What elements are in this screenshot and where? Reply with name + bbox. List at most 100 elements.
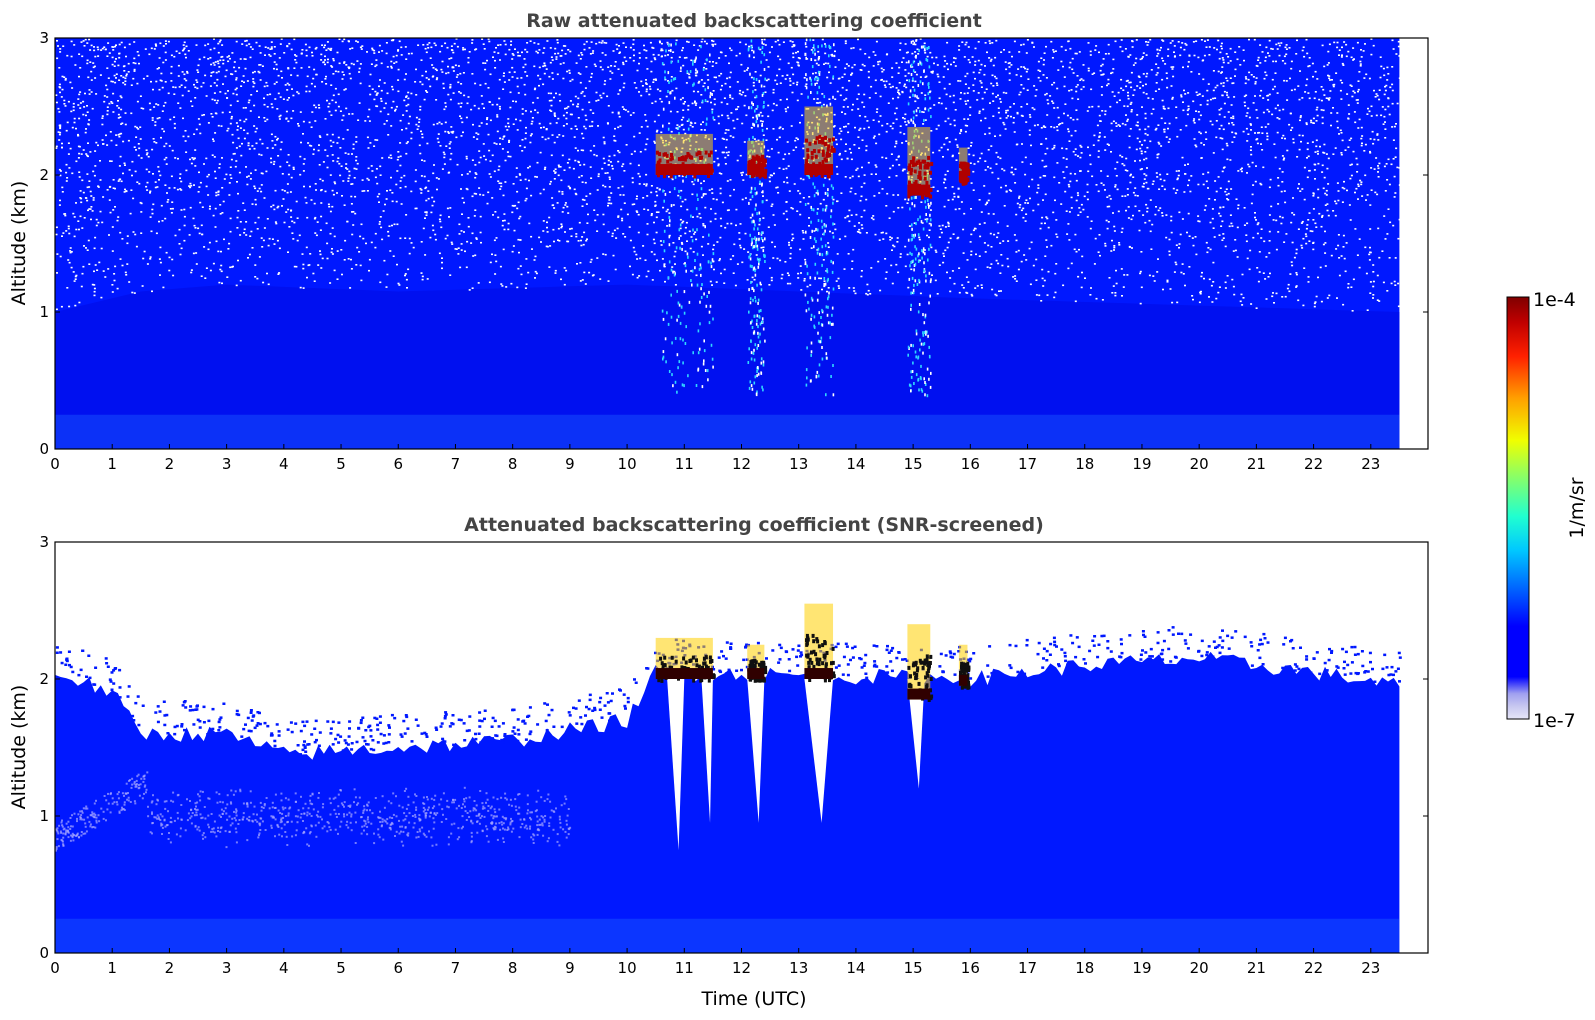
noise-pixel	[440, 68, 443, 71]
noise-pixel	[70, 55, 73, 58]
noise-pixel	[92, 199, 95, 201]
noise-pixel	[1327, 157, 1330, 160]
noise-pixel	[947, 68, 949, 71]
noise-pixel	[992, 213, 995, 215]
noise-pixel	[247, 101, 250, 104]
noise-pixel	[375, 94, 378, 96]
noise-pixel	[200, 85, 203, 88]
noise-pixel	[1156, 55, 1159, 57]
noise-pixel	[1064, 103, 1067, 105]
noise-pixel	[1369, 246, 1371, 249]
noise-pixel	[1052, 49, 1055, 51]
noise-pixel	[714, 149, 717, 152]
noise-pixel	[334, 70, 337, 73]
noise-pixel	[1241, 273, 1244, 276]
noise-pixel	[507, 222, 510, 225]
noise-pixel	[1197, 183, 1200, 186]
noise-pixel	[1329, 79, 1331, 81]
noise-pixel	[313, 202, 316, 205]
noise-pixel	[1345, 242, 1348, 244]
noise-pixel	[1326, 297, 1329, 299]
noise-pixel	[149, 258, 152, 260]
noise-pixel	[379, 110, 382, 113]
noise-pixel	[1383, 115, 1386, 118]
noise-pixel	[182, 44, 185, 46]
noise-pixel	[592, 50, 595, 52]
noise-pixel	[527, 271, 530, 274]
noise-pixel	[255, 41, 258, 44]
noise-pixel	[464, 48, 466, 51]
noise-pixel	[613, 135, 616, 137]
noise-pixel	[524, 287, 527, 289]
noise-pixel	[1204, 40, 1206, 42]
noise-pixel	[667, 54, 669, 56]
noise-pixel	[1220, 225, 1223, 227]
noise-pixel	[524, 199, 527, 202]
noise-pixel	[367, 167, 370, 170]
noise-pixel	[94, 150, 97, 152]
noise-pixel	[1100, 182, 1103, 184]
noise-pixel	[1360, 126, 1363, 129]
noise-pixel	[1314, 222, 1317, 225]
noise-pixel	[1138, 76, 1141, 78]
noise-pixel	[898, 66, 901, 69]
noise-pixel	[1266, 138, 1269, 141]
noise-pixel	[534, 255, 537, 258]
noise-pixel	[221, 55, 224, 58]
noise-pixel	[874, 79, 877, 82]
noise-pixel	[426, 43, 429, 46]
noise-pixel	[768, 284, 771, 286]
noise-pixel	[874, 233, 877, 236]
noise-pixel	[556, 41, 559, 44]
noise-pixel	[318, 164, 321, 166]
noise-pixel	[661, 49, 664, 52]
noise-pixel	[181, 49, 184, 52]
noise-pixel	[1297, 299, 1300, 302]
noise-pixel	[997, 177, 1000, 180]
noise-pixel	[441, 261, 443, 264]
noise-pixel	[715, 198, 718, 201]
noise-pixel	[1305, 123, 1308, 126]
noise-pixel	[936, 73, 939, 76]
noise-pixel	[355, 40, 358, 42]
noise-pixel	[246, 183, 249, 186]
noise-pixel	[719, 51, 722, 53]
noise-pixel	[891, 164, 894, 167]
noise-pixel	[248, 99, 251, 102]
noise-pixel	[721, 84, 723, 87]
noise-pixel	[891, 67, 894, 69]
noise-pixel	[1068, 185, 1071, 188]
noise-pixel	[1026, 68, 1029, 71]
noise-pixel	[1292, 138, 1295, 140]
noise-pixel	[703, 180, 705, 182]
noise-pixel	[658, 40, 661, 43]
noise-pixel	[425, 199, 428, 202]
noise-pixel	[869, 293, 872, 295]
noise-pixel	[504, 43, 507, 46]
noise-pixel	[618, 151, 621, 154]
noise-pixel	[1307, 65, 1310, 68]
noise-pixel	[700, 245, 703, 248]
noise-pixel	[1139, 58, 1142, 61]
noise-pixel	[88, 186, 91, 188]
noise-pixel	[947, 241, 950, 244]
noise-pixel	[1386, 233, 1389, 235]
noise-pixel	[95, 141, 98, 144]
noise-pixel	[766, 127, 768, 130]
noise-pixel	[512, 123, 515, 125]
noise-pixel	[457, 65, 460, 67]
noise-pixel	[1166, 173, 1169, 175]
noise-pixel	[1209, 248, 1212, 251]
noise-pixel	[570, 235, 573, 237]
noise-pixel	[578, 161, 580, 164]
noise-pixel	[992, 85, 995, 87]
noise-pixel	[294, 59, 297, 61]
noise-pixel	[611, 111, 614, 114]
noise-pixel	[112, 111, 115, 113]
noise-pixel	[1008, 62, 1011, 64]
noise-pixel	[1144, 117, 1147, 120]
noise-pixel	[183, 73, 186, 76]
noise-pixel	[1158, 188, 1161, 190]
noise-pixel	[569, 100, 572, 102]
noise-pixel	[847, 253, 850, 255]
